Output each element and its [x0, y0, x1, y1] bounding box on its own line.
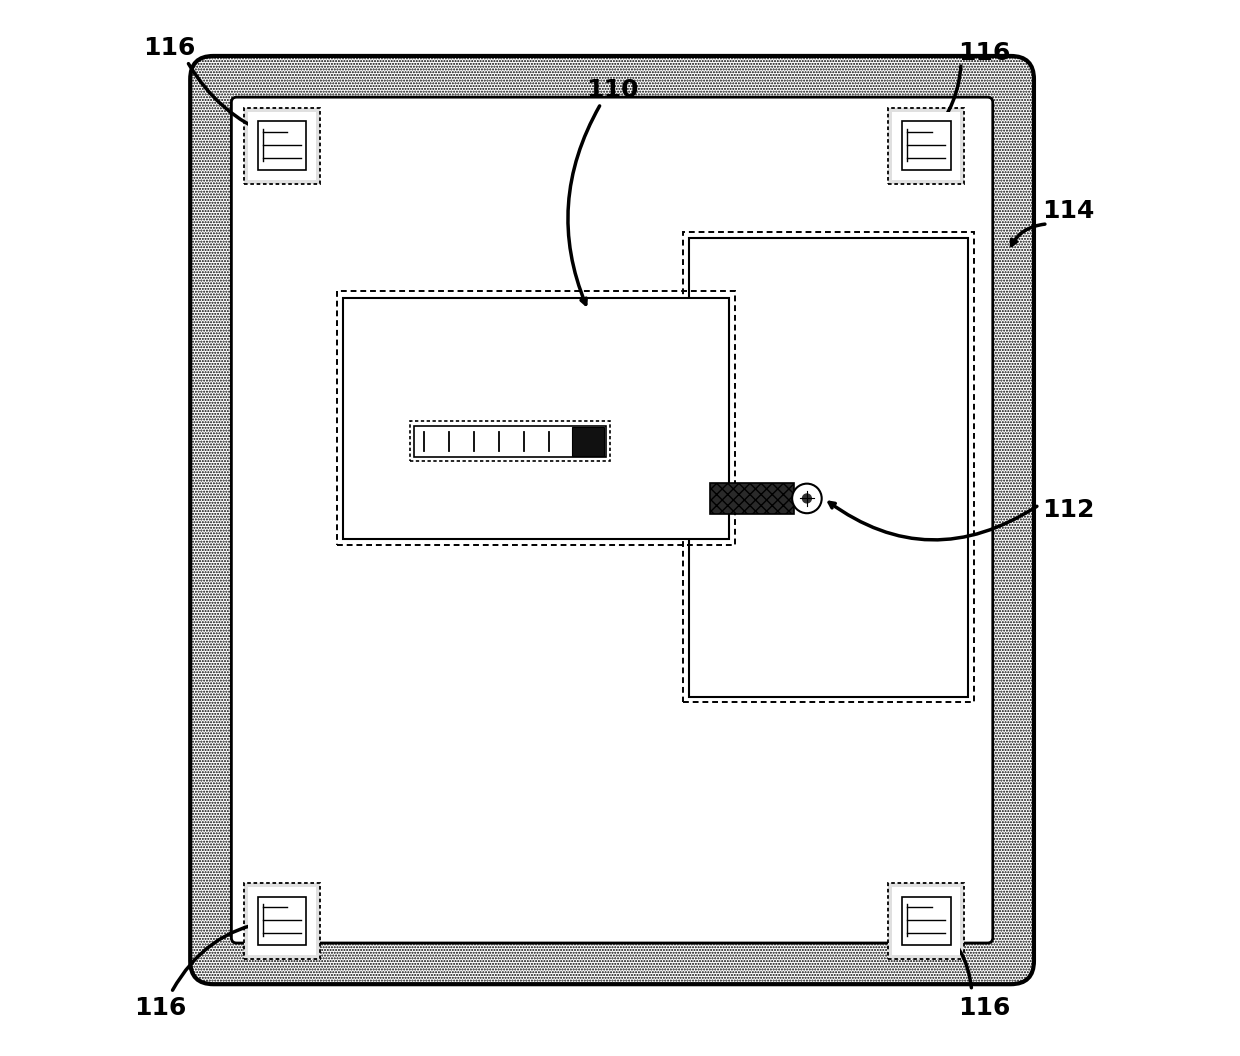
- Bar: [337, 291, 735, 545]
- Bar: [248, 887, 316, 955]
- Bar: [414, 426, 606, 457]
- Bar: [888, 108, 965, 184]
- FancyBboxPatch shape: [232, 97, 993, 943]
- Bar: [248, 112, 316, 180]
- Bar: [888, 883, 965, 959]
- Bar: [893, 112, 960, 180]
- Bar: [709, 483, 795, 514]
- Bar: [258, 121, 306, 170]
- Bar: [258, 897, 306, 945]
- Bar: [244, 883, 320, 959]
- Bar: [901, 897, 951, 945]
- Text: 114: 114: [1043, 200, 1095, 223]
- Bar: [244, 883, 320, 959]
- Text: 116: 116: [134, 997, 186, 1020]
- Text: 116: 116: [959, 41, 1011, 64]
- Circle shape: [792, 484, 822, 513]
- Bar: [343, 298, 729, 539]
- FancyBboxPatch shape: [190, 56, 1034, 984]
- Bar: [572, 427, 604, 456]
- Text: 110: 110: [587, 78, 639, 101]
- Bar: [683, 232, 973, 702]
- Text: 116: 116: [959, 997, 1011, 1020]
- Bar: [901, 121, 951, 170]
- Bar: [410, 421, 610, 461]
- Text: 116: 116: [143, 36, 195, 59]
- Bar: [888, 108, 965, 184]
- Bar: [244, 108, 320, 184]
- Text: 112: 112: [1043, 498, 1095, 522]
- Bar: [688, 238, 968, 697]
- Bar: [888, 883, 965, 959]
- Circle shape: [802, 494, 811, 503]
- Bar: [893, 887, 960, 955]
- Bar: [244, 108, 320, 184]
